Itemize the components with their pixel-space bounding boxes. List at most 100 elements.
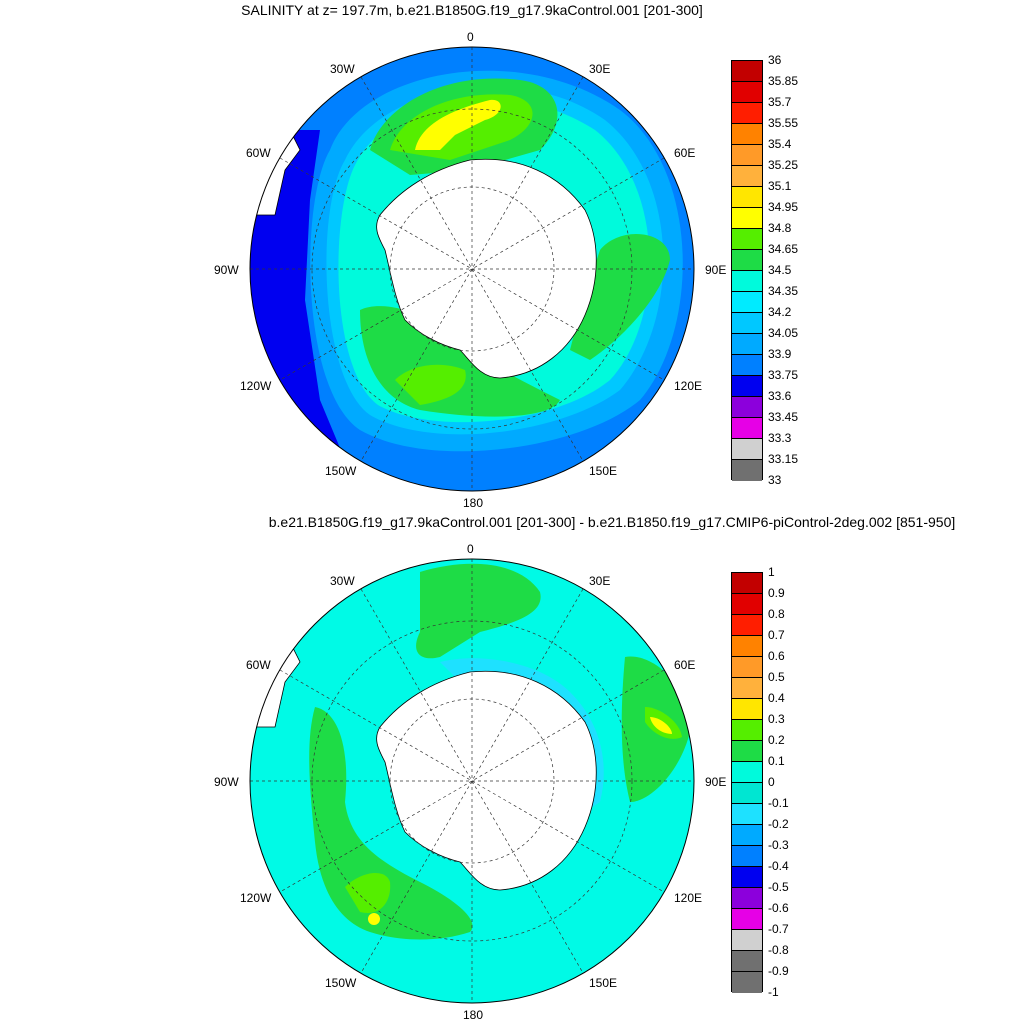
- colorbar-box: [732, 741, 762, 762]
- colorbar-label: 1: [768, 565, 775, 579]
- colorbar-label: 33.6: [768, 389, 792, 403]
- colorbar-box: [732, 762, 762, 783]
- colorbar-box: [732, 229, 762, 250]
- colorbar-label: 34.2: [768, 305, 792, 319]
- lon-label-180: 180: [463, 1008, 484, 1022]
- colorbar-box: [732, 636, 762, 657]
- colorbar-label: 0.9: [768, 586, 785, 600]
- colorbar-label: 34.05: [768, 326, 799, 340]
- colorbar-label: 35.25: [768, 158, 799, 172]
- antarctica-land: [376, 670, 597, 891]
- colorbar-label: 34.95: [768, 200, 799, 214]
- lon-label-60e: 60E: [674, 658, 696, 672]
- lon-label-90w: 90W: [214, 263, 239, 277]
- colorbar-box: [732, 783, 762, 804]
- colorbar-box: [732, 82, 762, 103]
- colorbar-label: 35.55: [768, 116, 799, 130]
- colorbar-box: [732, 208, 762, 229]
- colorbar-label: -0.5: [768, 880, 789, 894]
- colorbar-label: 0.6: [768, 649, 785, 663]
- lon-label-0: 0: [467, 542, 474, 556]
- colorbar-label: 0.8: [768, 607, 785, 621]
- colorbar-box: [732, 930, 762, 951]
- colorbar-label: -0.8: [768, 943, 789, 957]
- colorbar-box: [732, 678, 762, 699]
- colorbar-box: [732, 888, 762, 909]
- colorbar-box: [732, 103, 762, 124]
- colorbar-box: [732, 61, 762, 82]
- colorbar-box: [732, 271, 762, 292]
- colorbar-label: -1: [768, 985, 779, 999]
- colorbar-box: [732, 460, 762, 481]
- lightgreen-pacific-diff: [345, 872, 391, 913]
- green-pacific-diff: [309, 707, 473, 940]
- yellow-pacific-diff: [368, 913, 380, 925]
- colorbar-box: [732, 397, 762, 418]
- colorbar-box: [732, 594, 762, 615]
- colorbar-box: [732, 187, 762, 208]
- lon-label-30w: 30W: [330, 62, 355, 76]
- colorbar-box: [732, 951, 762, 972]
- graticule: [250, 559, 694, 1003]
- colorbar-label: 35.4: [768, 137, 792, 151]
- bottom-difference-map: [249, 558, 695, 1004]
- colorbar-label: -0.6: [768, 901, 789, 915]
- colorbar-label: 0.1: [768, 754, 785, 768]
- lon-label-0: 0: [467, 30, 474, 44]
- yellow-indian-diff: [650, 717, 672, 734]
- colorbar-box: [732, 334, 762, 355]
- lon-label-90w: 90W: [214, 775, 239, 789]
- map-border: [249, 46, 695, 492]
- lon-label-30e: 30E: [589, 62, 611, 76]
- lon-label-90e: 90E: [705, 775, 727, 789]
- colorbar-label: 36: [768, 53, 782, 67]
- colorbar-box: [732, 439, 762, 460]
- colorbar-label: 34.35: [768, 284, 799, 298]
- colorbar-label: 0: [768, 775, 775, 789]
- colorbar-label: -0.2: [768, 817, 789, 831]
- lon-label-150w: 150W: [325, 464, 357, 478]
- colorbar-label: 35.1: [768, 179, 792, 193]
- colorbar-label: 0.5: [768, 670, 785, 684]
- colorbar-box: [732, 825, 762, 846]
- lon-label-120w: 120W: [240, 379, 272, 393]
- colorbar-label: 34.65: [768, 242, 799, 256]
- colorbar-box: [732, 909, 762, 930]
- colorbar-label: 35.7: [768, 95, 792, 109]
- colorbar-label: -0.9: [768, 964, 789, 978]
- colorbar-box: [732, 355, 762, 376]
- colorbar-label: 34.8: [768, 221, 792, 235]
- lon-label-120w: 120W: [240, 891, 272, 905]
- colorbar-box: [732, 804, 762, 825]
- colorbar-label: 33.9: [768, 347, 792, 361]
- colorbar-box: [732, 972, 762, 993]
- colorbar-label: 0.4: [768, 691, 785, 705]
- lon-label-60w: 60W: [246, 146, 271, 160]
- colorbar-label: -0.7: [768, 922, 789, 936]
- colorbar-box: [732, 292, 762, 313]
- colorbar-label: -0.4: [768, 859, 789, 873]
- colorbar-label: 33.45: [768, 410, 799, 424]
- lon-label-90e: 90E: [705, 263, 727, 277]
- antarctica-land: [376, 158, 597, 379]
- green-atlantic-diff: [416, 563, 541, 659]
- colorbar-box: [732, 867, 762, 888]
- lon-label-150e: 150E: [589, 976, 618, 990]
- colorbar-box: [732, 573, 762, 594]
- sky-ring-diff: [440, 658, 604, 812]
- bottom-panel-title: b.e21.B1850G.f19_g17.9kaControl.001 [201…: [268, 514, 956, 530]
- colorbar-label: 0.2: [768, 733, 785, 747]
- lon-label-60w: 60W: [246, 658, 271, 672]
- colorbar-box: [732, 657, 762, 678]
- lon-label-60e: 60E: [674, 146, 696, 160]
- colorbar-box: [732, 720, 762, 741]
- colorbar-label: 33.3: [768, 431, 792, 445]
- colorbar-label: 33.75: [768, 368, 799, 382]
- colorbar-box: [732, 615, 762, 636]
- colorbar-label: -0.1: [768, 796, 789, 810]
- colorbar-box: [732, 124, 762, 145]
- top-salinity-map: [249, 46, 695, 492]
- bottom-colorbar: [731, 572, 763, 993]
- lon-label-150w: 150W: [325, 976, 357, 990]
- colorbar-box: [732, 376, 762, 397]
